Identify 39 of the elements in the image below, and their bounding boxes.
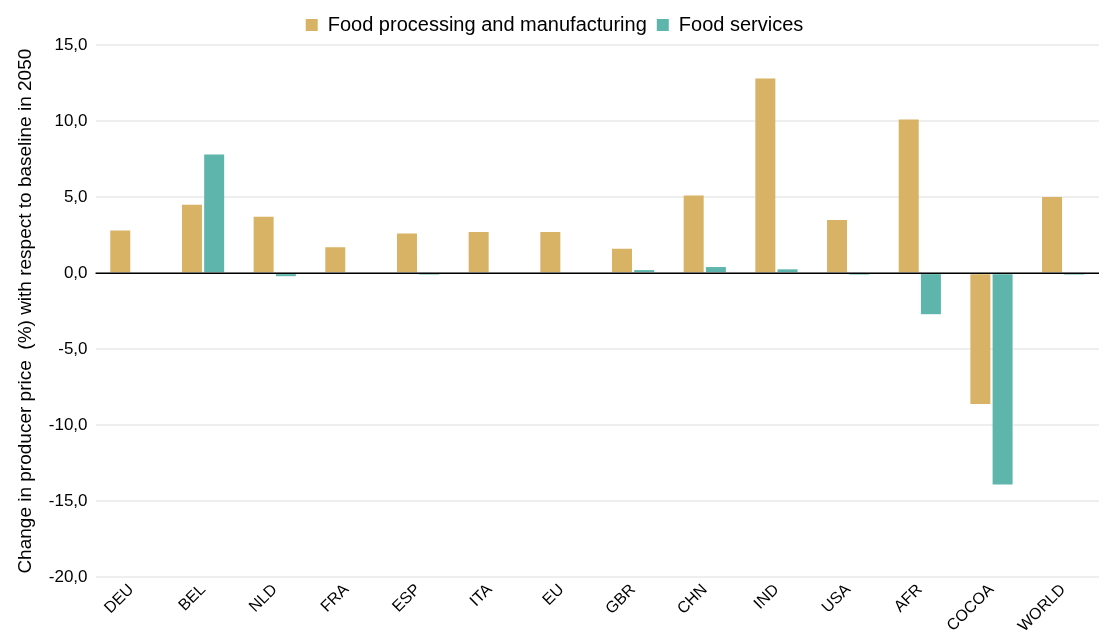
y-tick-label: 15,0 [54, 34, 88, 54]
y-axis-title: Change in producer price (%) with respect to baseline in 2050 [13, 48, 35, 574]
bar [920, 274, 941, 315]
bar [396, 233, 417, 273]
y-tick-label: -20,0 [48, 567, 88, 586]
x-tick-label: FRA [317, 580, 352, 615]
bar [970, 274, 991, 404]
bar [634, 270, 655, 273]
x-tick-label: ITA [466, 580, 496, 610]
bar [325, 247, 346, 273]
x-tick-label: USA [818, 580, 854, 616]
bar [181, 204, 202, 273]
x-tick-label: BEL [174, 580, 209, 614]
bar [755, 78, 776, 273]
y-tick-label: -10,0 [48, 414, 88, 434]
bar [898, 119, 919, 273]
y-tick-label: 0,0 [63, 262, 88, 282]
y-tick-label: -15,0 [48, 490, 88, 510]
bar [612, 248, 632, 273]
x-tick-label: IND [750, 580, 782, 612]
y-tick-label: -5,0 [58, 338, 88, 358]
x-tick-label: NLD [245, 580, 280, 615]
bar [253, 216, 274, 273]
bar [110, 230, 131, 273]
bar [204, 154, 225, 273]
bar [468, 232, 489, 273]
bar [827, 219, 848, 273]
bar [777, 269, 798, 273]
bar [683, 195, 704, 273]
bar [705, 267, 726, 273]
bar [1042, 197, 1063, 273]
x-tick-label: EU [538, 580, 567, 609]
bar [540, 232, 561, 273]
legend-label: Food processing and manufacturing [327, 12, 647, 35]
legend-label: Food services [678, 12, 804, 35]
bar [992, 274, 1013, 485]
y-tick-label: 10,0 [54, 110, 88, 130]
y-tick-label: 5,0 [63, 186, 88, 206]
bar [275, 274, 296, 277]
